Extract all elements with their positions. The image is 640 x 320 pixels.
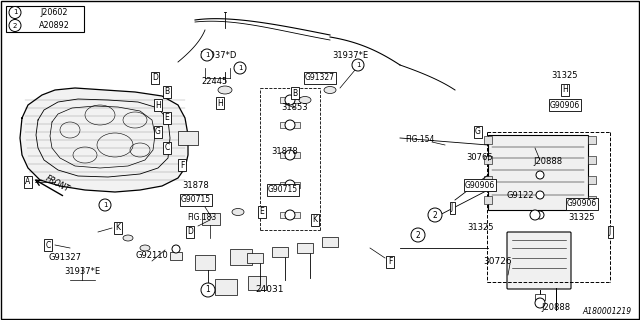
Text: 31937*E: 31937*E [64, 268, 100, 276]
Text: 30765: 30765 [467, 154, 493, 163]
Text: F: F [180, 161, 184, 170]
Text: B: B [164, 87, 170, 97]
Text: J20888: J20888 [541, 302, 571, 311]
Text: 2: 2 [433, 211, 437, 220]
FancyBboxPatch shape [215, 279, 237, 295]
Text: A: A [26, 178, 31, 187]
Text: G90906: G90906 [465, 180, 495, 189]
Text: E: E [164, 114, 170, 123]
Text: 2: 2 [415, 230, 420, 239]
FancyBboxPatch shape [272, 247, 288, 257]
Circle shape [172, 245, 180, 253]
Text: G90906: G90906 [567, 199, 597, 209]
Ellipse shape [232, 209, 244, 215]
Text: G92110: G92110 [136, 251, 168, 260]
Ellipse shape [140, 245, 150, 251]
Circle shape [285, 150, 295, 160]
Text: 31325: 31325 [569, 213, 595, 222]
Text: C: C [45, 241, 51, 250]
FancyBboxPatch shape [280, 97, 300, 103]
Circle shape [285, 120, 295, 130]
Circle shape [428, 208, 442, 222]
FancyBboxPatch shape [280, 212, 300, 218]
Circle shape [9, 6, 21, 19]
Text: 1: 1 [205, 285, 211, 294]
Text: FRONT: FRONT [44, 174, 71, 194]
FancyBboxPatch shape [588, 176, 596, 184]
Text: FIG.183: FIG.183 [188, 213, 216, 222]
Text: E: E [260, 207, 264, 217]
Text: G90715: G90715 [268, 186, 298, 195]
Text: H: H [217, 99, 223, 108]
Circle shape [201, 49, 213, 61]
Circle shape [285, 95, 295, 105]
Circle shape [536, 211, 544, 219]
FancyBboxPatch shape [588, 156, 596, 164]
Text: 31937*D: 31937*D [199, 51, 237, 60]
FancyBboxPatch shape [297, 243, 313, 253]
Text: H: H [562, 85, 568, 94]
Ellipse shape [123, 235, 133, 241]
Text: 30726: 30726 [484, 258, 512, 267]
FancyBboxPatch shape [588, 196, 596, 204]
Text: H: H [155, 100, 161, 109]
FancyBboxPatch shape [484, 176, 492, 184]
Text: FIG.154: FIG.154 [405, 135, 435, 145]
Text: 31853: 31853 [282, 103, 308, 113]
Text: 2: 2 [13, 22, 17, 28]
Text: 22445: 22445 [202, 77, 228, 86]
Text: 1: 1 [205, 52, 209, 58]
Text: D: D [187, 228, 193, 236]
FancyBboxPatch shape [178, 131, 198, 145]
FancyBboxPatch shape [535, 294, 545, 300]
FancyBboxPatch shape [170, 252, 182, 260]
Circle shape [234, 62, 246, 74]
Circle shape [201, 283, 215, 297]
Circle shape [536, 191, 544, 199]
FancyBboxPatch shape [247, 253, 263, 263]
Circle shape [535, 298, 545, 308]
Text: A20892: A20892 [38, 21, 69, 30]
Circle shape [536, 171, 544, 179]
Text: K: K [312, 215, 317, 225]
Ellipse shape [324, 86, 336, 93]
FancyBboxPatch shape [507, 232, 571, 289]
Text: G9122: G9122 [506, 190, 534, 199]
Text: J: J [609, 228, 611, 236]
Text: G91327: G91327 [49, 253, 81, 262]
Text: G91327: G91327 [305, 74, 335, 83]
Text: 1: 1 [237, 65, 243, 71]
FancyBboxPatch shape [280, 182, 300, 188]
Text: G90715: G90715 [181, 196, 211, 204]
Text: G90906: G90906 [550, 100, 580, 109]
FancyBboxPatch shape [484, 156, 492, 164]
Text: 31878: 31878 [182, 180, 209, 189]
FancyBboxPatch shape [202, 213, 220, 225]
Circle shape [411, 228, 425, 242]
Circle shape [352, 59, 364, 71]
Circle shape [9, 20, 21, 31]
FancyBboxPatch shape [230, 249, 252, 265]
FancyBboxPatch shape [280, 122, 300, 128]
Text: 1: 1 [13, 10, 17, 15]
Text: A180001219: A180001219 [583, 307, 632, 316]
FancyBboxPatch shape [588, 136, 596, 144]
Circle shape [285, 180, 295, 190]
Polygon shape [20, 88, 188, 192]
Text: 1: 1 [103, 202, 108, 208]
FancyBboxPatch shape [6, 6, 84, 32]
Text: 31937*E: 31937*E [332, 51, 368, 60]
Circle shape [99, 199, 111, 211]
Text: 31325: 31325 [468, 223, 494, 233]
FancyBboxPatch shape [280, 152, 300, 158]
Text: J: J [451, 204, 453, 212]
Text: K: K [115, 223, 120, 233]
FancyBboxPatch shape [484, 136, 492, 144]
FancyBboxPatch shape [488, 135, 588, 210]
Ellipse shape [218, 86, 232, 94]
Circle shape [285, 210, 295, 220]
Text: 1: 1 [356, 62, 360, 68]
Text: F: F [388, 258, 392, 267]
Text: B: B [292, 89, 298, 98]
